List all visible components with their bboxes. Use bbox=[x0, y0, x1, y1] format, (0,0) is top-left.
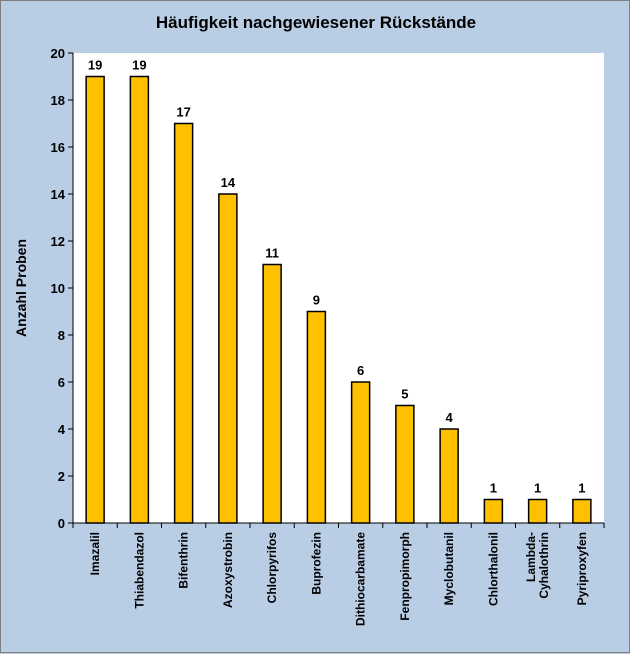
x-tick-label-line: Fenpropimorph bbox=[398, 532, 412, 621]
y-tick-label: 10 bbox=[51, 281, 65, 296]
bar-bifenthrin bbox=[173, 122, 194, 524]
bar-chlorthalonil bbox=[483, 498, 504, 524]
y-tick-label: 20 bbox=[51, 46, 65, 61]
data-label: 17 bbox=[176, 105, 190, 120]
data-label: 5 bbox=[401, 387, 408, 402]
y-tick-label: 12 bbox=[51, 234, 65, 249]
data-label: 1 bbox=[578, 481, 585, 496]
x-tick-label-line: Chlorthalonil bbox=[486, 532, 500, 606]
bar-chlorpyrifos bbox=[262, 263, 282, 524]
data-label: 1 bbox=[534, 481, 541, 496]
data-label: 9 bbox=[313, 293, 320, 308]
y-axis-label: Anzahl Proben bbox=[13, 239, 29, 337]
x-tick-label-line: Lambda- bbox=[524, 532, 538, 582]
x-tick-label-line: Bifenthrin bbox=[177, 532, 191, 589]
data-label: 11 bbox=[265, 246, 279, 261]
bar-myclobutanil bbox=[439, 428, 459, 524]
x-tick-label-line: Chlorpyrifos bbox=[265, 532, 279, 604]
x-tick-label: Imazalil bbox=[88, 532, 102, 575]
x-tick-label: Lambda-Cyhalothrin bbox=[524, 532, 551, 599]
x-tick-label: Dithiocarbamate bbox=[354, 532, 368, 626]
data-label: 19 bbox=[88, 58, 102, 73]
x-tick-label-line: Imazalil bbox=[88, 532, 102, 575]
y-tick-label: 14 bbox=[51, 187, 66, 202]
x-tick-label-line: Thiabendazol bbox=[132, 532, 146, 609]
x-tick-label: Buprofezin bbox=[309, 532, 323, 595]
y-tick-label: 16 bbox=[51, 140, 65, 155]
axes-group: Imazalil Thiabendazol Bifenthrin Azoxystrob… bbox=[51, 46, 605, 626]
y-tick-label: 18 bbox=[51, 93, 65, 108]
x-tick-label-line: Buprofezin bbox=[309, 532, 323, 595]
bar-fenpropimorph bbox=[395, 404, 415, 524]
x-tick-label-line: Cyhalothrin bbox=[537, 532, 551, 599]
bar-dithiocarbamate bbox=[350, 381, 371, 524]
y-tick-label: 8 bbox=[58, 328, 65, 343]
plot-area bbox=[73, 53, 604, 523]
x-tick-label: Azoxystrobin bbox=[221, 532, 235, 608]
y-tick-label: 2 bbox=[58, 469, 65, 484]
x-tick-label: Myclobutanil bbox=[442, 532, 456, 605]
bar-azoxystrobin bbox=[218, 193, 238, 524]
x-tick-label: Bifenthrin bbox=[177, 532, 191, 589]
bar-lambda-cyhalothrin bbox=[527, 498, 548, 524]
x-tick-label-line: Myclobutanil bbox=[442, 532, 456, 605]
data-label: 6 bbox=[357, 363, 364, 378]
bar-thiabendazol bbox=[129, 75, 150, 524]
x-tick-label: Fenpropimorph bbox=[398, 532, 412, 621]
data-label: 1 bbox=[490, 481, 497, 496]
bar-imazalil bbox=[85, 75, 105, 524]
x-tick-label-line: Azoxystrobin bbox=[221, 532, 235, 608]
bar-buprofezin bbox=[306, 310, 327, 524]
data-label: 19 bbox=[132, 58, 146, 73]
x-tick-label: Thiabendazol bbox=[132, 532, 146, 609]
x-tick-label: Chlorthalonil bbox=[486, 532, 500, 606]
data-label: 14 bbox=[221, 175, 236, 190]
chart-title: Häufigkeit nachgewiesener Rückstände bbox=[156, 13, 476, 32]
bar-pyriproxyfen bbox=[572, 498, 592, 524]
y-tick-label: 4 bbox=[58, 422, 66, 437]
x-tick-label-line: Pyriproxyfen bbox=[575, 532, 589, 605]
data-label: 4 bbox=[446, 410, 454, 425]
x-tick-label: Pyriproxyfen bbox=[575, 532, 589, 605]
y-tick-label: 6 bbox=[58, 375, 65, 390]
y-tick-label: 0 bbox=[58, 516, 65, 531]
x-tick-label-line: Dithiocarbamate bbox=[354, 532, 368, 626]
x-tick-label: Chlorpyrifos bbox=[265, 532, 279, 604]
